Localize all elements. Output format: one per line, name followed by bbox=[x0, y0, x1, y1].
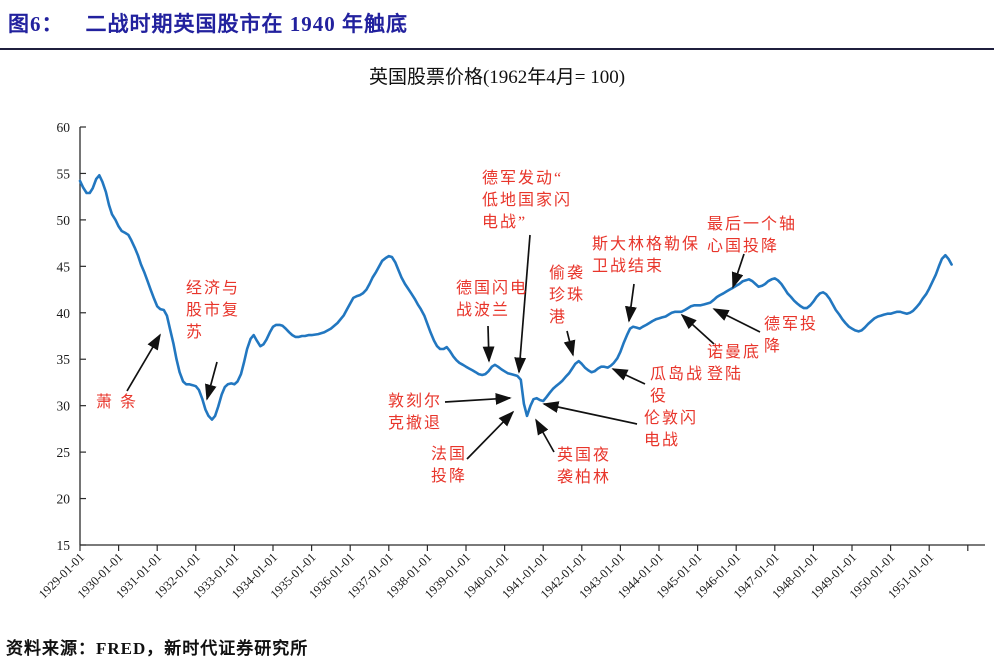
annotation-low-countries-blitzkrieg-arrow bbox=[514, 234, 531, 374]
y-tick-label: 30 bbox=[57, 399, 71, 414]
annotation-recovery-arrow bbox=[205, 361, 218, 401]
y-tick-label: 35 bbox=[57, 352, 71, 367]
annotation-france-surrender-arrow bbox=[466, 410, 515, 460]
figure-title: 二战时期英国股市在 1940 年触底 bbox=[85, 12, 408, 36]
annotation-german-surrender-arrow bbox=[712, 308, 761, 333]
annotation-berlin-night-raid-arrow bbox=[535, 418, 555, 453]
figure-header: 图6： 二战时期英国股市在 1940 年触底 bbox=[8, 8, 408, 38]
annotation-dunkirk-arrow bbox=[444, 392, 512, 405]
annotation-guadalcanal-arrow bbox=[611, 368, 646, 385]
y-tick-label: 25 bbox=[57, 445, 71, 460]
annotation-depression-arrow bbox=[126, 333, 161, 392]
annotation-pearl-harbor-arrow bbox=[563, 330, 576, 357]
figure-label: 图6： bbox=[8, 12, 64, 36]
annotation-london-blitz-arrow bbox=[542, 401, 638, 425]
y-tick-label: 50 bbox=[57, 213, 71, 228]
annotation-normandy-landing-arrow bbox=[680, 313, 715, 345]
y-tick-label: 45 bbox=[57, 259, 71, 274]
y-tick-label: 55 bbox=[57, 166, 71, 181]
annotation-last-axis-surrender-arrow bbox=[731, 253, 745, 289]
annotation-blitzkrieg-poland-arrow bbox=[482, 325, 495, 363]
source-note: 资料来源：FRED，新时代证券研究所 bbox=[6, 639, 309, 658]
header-divider bbox=[0, 48, 994, 50]
chart-title: 英国股票价格(1962年4月= 100) bbox=[368, 67, 626, 88]
y-tick-label: 60 bbox=[57, 120, 71, 135]
y-tick-label: 20 bbox=[57, 492, 71, 507]
price-line bbox=[78, 174, 953, 421]
y-tick-label: 15 bbox=[57, 538, 71, 553]
annotation-stalingrad-end-arrow bbox=[625, 283, 637, 323]
y-tick-label: 40 bbox=[57, 306, 71, 321]
